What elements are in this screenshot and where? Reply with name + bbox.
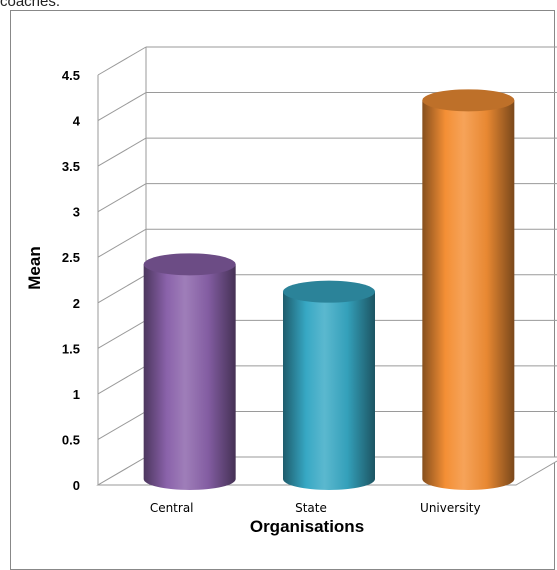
gridline-diagonal [97,228,147,258]
bar-top-central [143,253,236,276]
y-tick-label: 1.5 [62,341,80,356]
gridline-diagonal [97,365,147,395]
gridline-diagonal [97,92,147,121]
y-tick-label: 0.5 [62,432,80,447]
y-tick-label: 0 [73,478,80,493]
gridline-diagonal [97,46,147,76]
y-tick-label: 2.5 [62,250,80,265]
y-tick-label: 3 [73,205,80,220]
y-tick-label: 1 [73,387,80,402]
y-axis-title: Mean [25,246,44,289]
y-tick-label: 4 [73,114,81,129]
y-tick-label: 2 [73,296,80,311]
bar-central [143,264,236,490]
bar-university [422,100,515,490]
x-tick-label: State [295,501,327,515]
x-axis-title: Organisations [250,517,364,536]
y-tick-label: 3.5 [62,159,80,174]
bar-top-state [283,280,375,303]
y-tick-label: 4.5 [62,68,80,83]
gridline-diagonal [97,319,147,349]
bar-state [283,291,375,490]
gridline-diagonal [97,411,147,440]
bar-top-university [422,89,515,112]
x-tick-label: University [420,501,481,515]
gridline-diagonal [97,137,147,167]
caption-fragment: coaches. [0,0,61,10]
x-tick-label: Central [150,501,194,515]
gridline-diagonal [97,274,147,304]
chart-svg: 0 0.5 1 1.5 2 2.5 3 3.5 4 4.5 Central State Universi… [25,46,557,536]
gridline-diagonal [97,183,147,213]
